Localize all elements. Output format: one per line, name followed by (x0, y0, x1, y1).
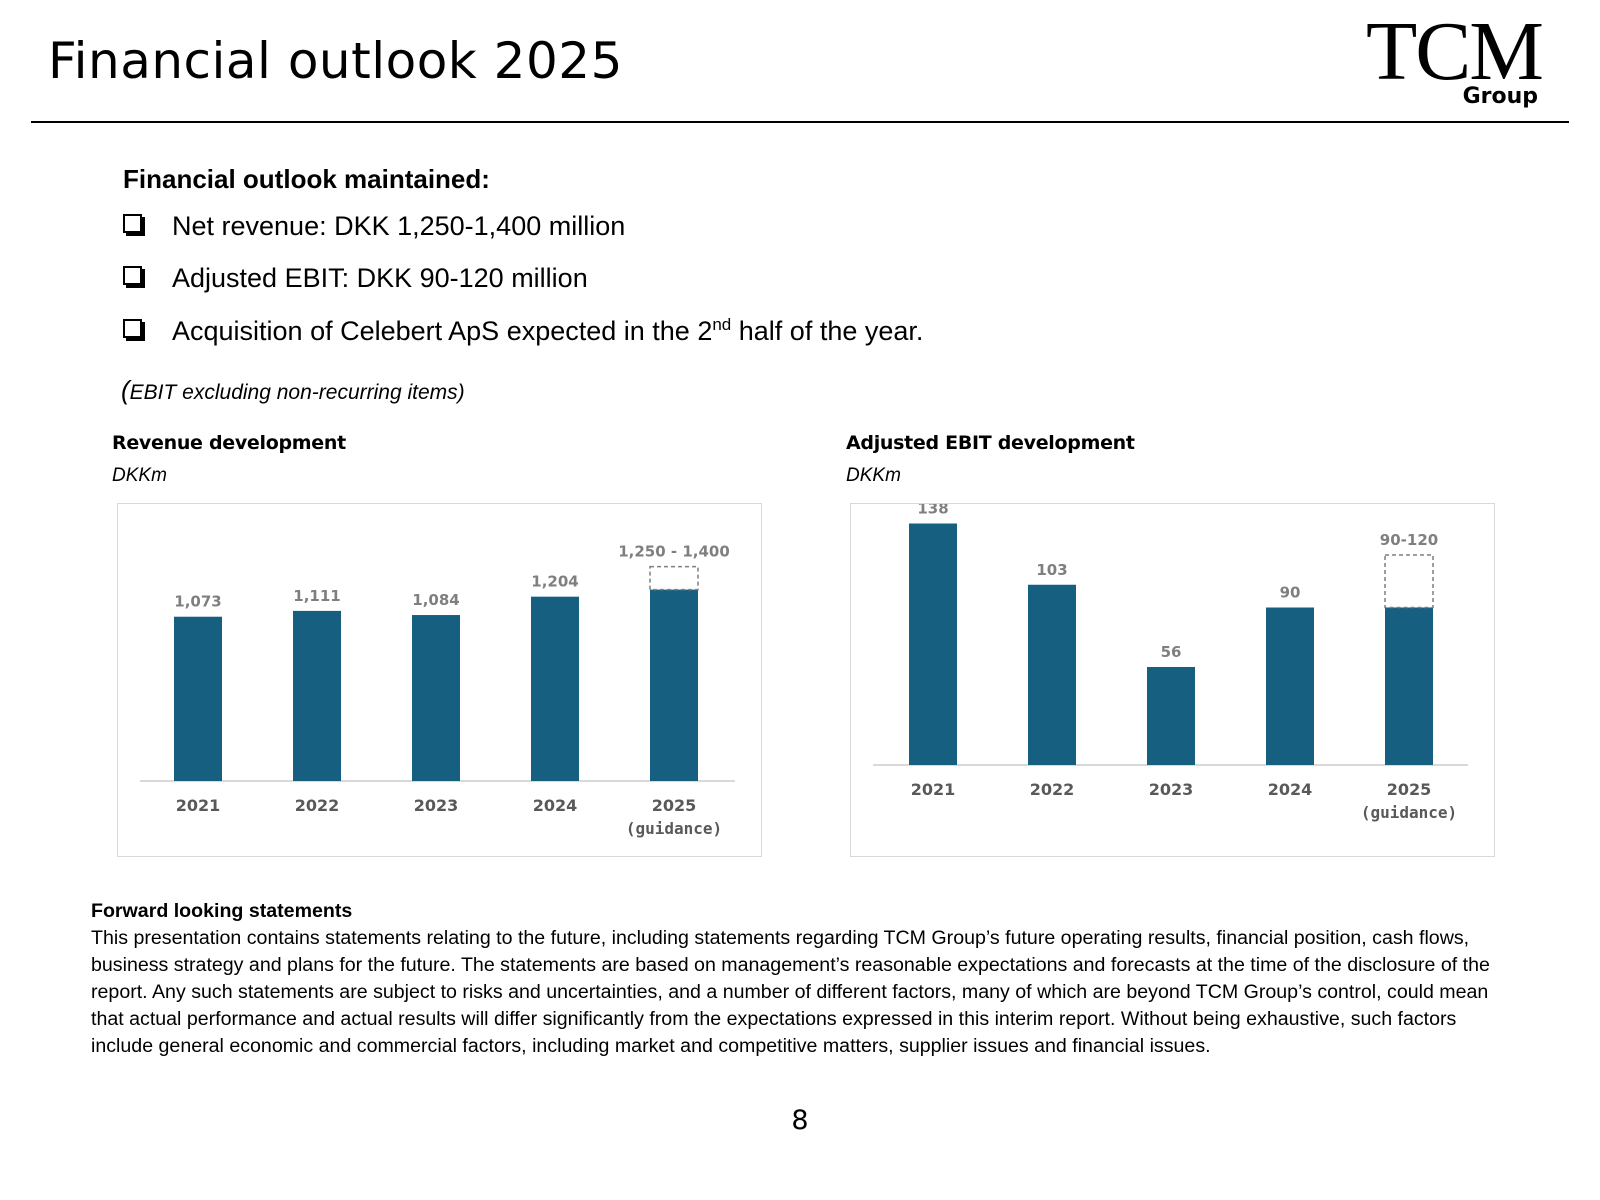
data-label: 1,084 (412, 591, 459, 609)
x-tick-sublabel: (guidance) (1361, 803, 1457, 822)
bar-2021 (174, 616, 222, 781)
bar-2025 (650, 589, 698, 781)
data-label: 103 (1036, 561, 1067, 579)
x-tick-label: 2022 (295, 796, 340, 815)
outlook-bullet-revenue: Net revenue: DKK 1,250-1,400 million (123, 211, 625, 242)
x-tick-label: 2021 (911, 780, 956, 799)
logo-wordmark: TCM (1365, 5, 1544, 98)
outlook-heading: Financial outlook maintained: (123, 164, 490, 194)
forward-looking-statements: Forward looking statements This presenta… (91, 898, 1521, 1060)
bar-2022 (293, 610, 341, 781)
x-tick-label: 2023 (1149, 780, 1194, 799)
data-label: 90-120 (1380, 531, 1438, 549)
bullet-text: Acquisition of Celebert ApS expected in … (172, 316, 713, 346)
data-label: 90 (1280, 584, 1301, 602)
checkbox-bullet-icon (123, 266, 142, 285)
data-label: 1,204 (531, 573, 578, 591)
x-tick-label: 2022 (1030, 780, 1075, 799)
bar-2024 (531, 596, 579, 781)
x-tick-sublabel: (guidance) (626, 819, 722, 838)
footnote-paren: ( (121, 375, 130, 405)
chart-svg: 1,073 2021 1,111 2022 1,084 2023 1,204 2024 1,25… (140, 543, 735, 838)
guidance-range-box (649, 565, 699, 591)
bar-2024 (1266, 607, 1314, 765)
revenue-chart: 1,073 2021 1,111 2022 1,084 2023 1,204 2024 1,25… (117, 503, 762, 857)
data-label: 1,111 (293, 587, 340, 605)
data-label: 1,250 - 1,400 (618, 543, 730, 561)
chart-svg: 138 2021 103 2022 56 2023 90 2024 90-120 2025 (gui… (873, 504, 1468, 822)
x-tick-label: 2021 (176, 796, 221, 815)
company-logo: TCM Group (1332, 5, 1544, 115)
page-title: Financial outlook 2025 (48, 32, 623, 90)
bullet-text: Net revenue: DKK 1,250-1,400 million (172, 211, 626, 241)
x-tick-label: 2024 (1268, 780, 1313, 799)
ebit-footnote: (EBIT excluding non-recurring items) (121, 375, 465, 406)
data-label: 138 (917, 504, 948, 518)
guidance-range-box (1384, 554, 1434, 609)
forward-looking-heading: Forward looking statements (91, 900, 353, 922)
footnote-text: EBIT excluding non-recurring items) (129, 381, 465, 404)
ebit-chart: 138 2021 103 2022 56 2023 90 2024 90-120 2025 (gui… (850, 503, 1495, 857)
forward-looking-body: This presentation contains statements re… (91, 927, 1490, 1057)
data-label: 1,073 (174, 593, 221, 611)
bar-2025 (1385, 607, 1433, 765)
outlook-bullet-acquisition: Acquisition of Celebert ApS expected in … (123, 315, 923, 347)
ebit-chart-unit: DKKm (846, 465, 901, 486)
bullet-superscript: nd (712, 315, 732, 334)
x-tick-label: 2025 (1387, 780, 1432, 799)
logo-subtitle: Group (1462, 84, 1538, 109)
x-tick-label: 2024 (533, 796, 578, 815)
checkbox-bullet-icon (123, 214, 142, 233)
revenue-chart-unit: DKKm (112, 465, 167, 486)
bar-2023 (412, 615, 460, 781)
bar-2021 (909, 523, 957, 765)
bullet-text-after: half of the year. (731, 316, 924, 346)
x-tick-label: 2025 (652, 796, 697, 815)
data-label: 56 (1161, 643, 1182, 661)
bar-2023 (1147, 667, 1195, 765)
outlook-bullet-ebit: Adjusted EBIT: DKK 90-120 million (123, 263, 588, 294)
bar-2022 (1028, 584, 1076, 765)
checkbox-bullet-icon (123, 319, 142, 338)
page-number: 8 (791, 1105, 809, 1136)
ebit-chart-title: Adjusted EBIT development (846, 432, 1135, 454)
revenue-chart-title: Revenue development (112, 432, 346, 454)
bullet-text: Adjusted EBIT: DKK 90-120 million (172, 263, 588, 293)
header-divider (31, 121, 1569, 123)
x-tick-label: 2023 (414, 796, 459, 815)
